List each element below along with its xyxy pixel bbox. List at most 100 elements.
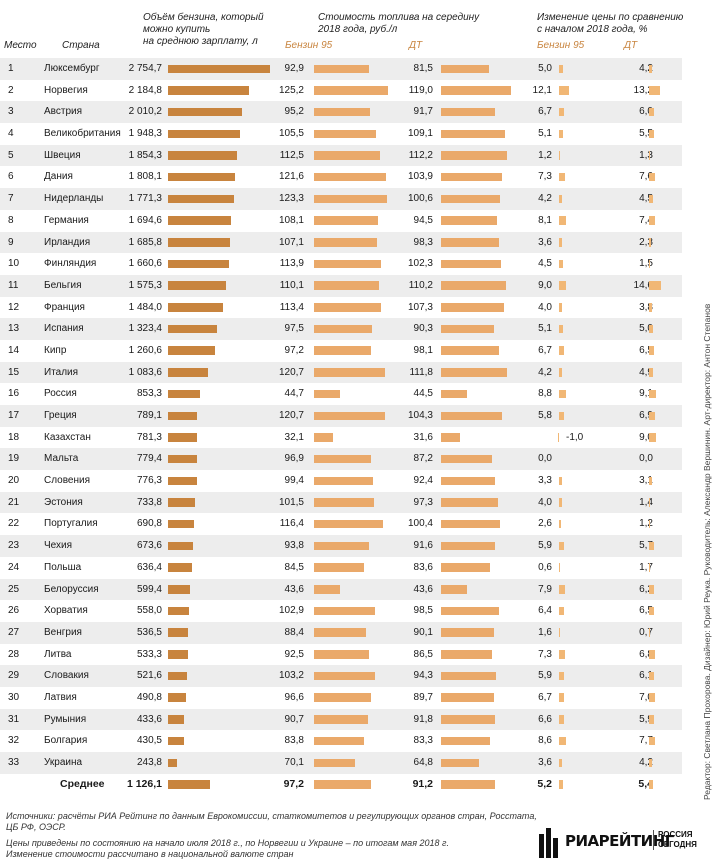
table-row: 29 Словакия 521,6 103,2 94,3 5,9 6,1	[0, 665, 682, 687]
diesel-price-value: 91,8	[413, 713, 433, 725]
petrol-price-bar	[314, 758, 356, 767]
country-cell: Швеция	[44, 149, 81, 161]
petrol-price-bar	[314, 86, 388, 95]
table-row: 18 Казахстан 781,3 32,1 31,6 -1,0 9,0	[0, 427, 682, 449]
volume-value: 1 260,6	[128, 344, 162, 356]
diesel-change-value: 6,5	[639, 605, 653, 617]
rank-cell: 4	[8, 128, 14, 140]
diesel-price-value: 83,3	[413, 735, 433, 747]
country-cell: Германия	[44, 214, 89, 226]
petrol-change-value: 5,2	[537, 777, 552, 790]
petrol-price-bar	[314, 454, 372, 464]
petrol-change-bar	[559, 389, 567, 399]
petrol-change-value: -1,0	[566, 431, 584, 443]
petrol-change-bar	[559, 324, 564, 334]
diesel-price-bar	[441, 433, 460, 442]
diesel-price-value: 109,1	[407, 128, 433, 140]
petrol-change-bar	[559, 107, 565, 117]
rank-cell: 18	[8, 431, 20, 443]
diesel-price-bar	[441, 151, 507, 160]
petrol-price-value: 110,1	[279, 279, 304, 291]
rank-cell: 27	[8, 626, 20, 638]
diesel-change-bar	[649, 389, 657, 399]
petrol-change-bar	[559, 194, 563, 204]
table-row: 6 Дания 1 808,1 121,6 103,9 7,3 7,6	[0, 166, 682, 188]
fuel-table: 1 Люксембург 2 754,7 92,9 81,5 5,0 4,2 2 Норвеги…	[0, 58, 682, 795]
petrol-price-value: 112,5	[279, 149, 304, 161]
price-header-line: 2018 года, руб./л	[318, 24, 398, 35]
diesel-price-value: 97,3	[413, 496, 433, 508]
diesel-change-value: 9,0	[639, 431, 653, 443]
volume-value: 1 126,1	[126, 777, 162, 790]
volume-header-line: на среднюю зарплату, л	[143, 36, 258, 47]
diesel-change-value: 1,4	[639, 496, 653, 508]
petrol-price-bar	[314, 238, 378, 247]
volume-value: 1 948,3	[128, 128, 162, 140]
country-cell: Казахстан	[44, 431, 91, 443]
volume-value: 1 484,0	[128, 301, 162, 313]
petrol-change-bar	[559, 346, 565, 355]
petrol-change-value: 4,0	[538, 496, 552, 508]
table-row: 16 Россия 853,3 44,7 44,5 8,8 9,1	[0, 383, 682, 405]
diesel-price-value: 91,7	[413, 106, 433, 118]
country-cell: Великобритания	[44, 128, 121, 140]
petrol-change-value: 12,1	[532, 84, 552, 96]
diesel-price-bar	[441, 411, 503, 420]
diesel-price-bar	[441, 780, 495, 789]
petrol-price-bar	[314, 433, 333, 442]
table-row: 9 Ирландия 1 685,8 107,1 98,3 3,6 2,3	[0, 231, 682, 254]
diesel-price-value: 119,0	[408, 84, 433, 96]
diesel-price-bar	[441, 736, 490, 746]
petrol-price-bar	[314, 129, 377, 139]
volume-value: 673,6	[136, 540, 162, 552]
diesel-price-bar	[441, 86, 511, 95]
diesel-change-bar	[649, 129, 654, 139]
petrol-price-bar	[314, 259, 382, 269]
diesel-change-value: 6,0	[639, 106, 653, 118]
volume-value: 1 685,8	[128, 236, 162, 248]
diesel-change-bar	[649, 86, 660, 95]
petrol-change-bar	[559, 541, 564, 551]
rank-header: Место	[4, 40, 37, 51]
rank-cell: 19	[8, 453, 20, 465]
petrol-price-bar	[314, 780, 372, 789]
table-row: 15 Италия 1 083,6 120,7 111,8 4,2 4,9	[0, 361, 682, 384]
diesel-change-value: 7,0	[639, 691, 653, 703]
rank-cell: 2	[8, 84, 14, 96]
diesel-price-bar	[441, 693, 494, 702]
diesel-price-value: 100,6	[407, 193, 433, 205]
country-cell: Италия	[44, 366, 79, 378]
petrol-change-value: 3,3	[538, 475, 552, 487]
diesel-change-value: 5,0	[639, 323, 653, 335]
volume-value: 636,4	[136, 561, 162, 573]
petrol-change-bar	[559, 693, 565, 702]
petrol-change-bar	[559, 172, 565, 182]
petrol-price-value: 113,4	[279, 301, 304, 313]
petrol-price-value: 88,4	[284, 626, 304, 638]
table-row: 3 Австрия 2 010,2 95,2 91,7 6,7 6,0	[0, 101, 682, 124]
diesel-price-value: 89,7	[413, 691, 433, 703]
petrol-change-bar	[559, 151, 560, 160]
volume-value: 1 083,6	[128, 366, 162, 378]
diesel-price-value: 98,5	[413, 605, 433, 617]
diesel-price-value: 43,6	[413, 583, 433, 595]
rank-cell: 16	[8, 388, 20, 400]
rank-cell: 29	[8, 670, 20, 682]
ria-logo-icon	[539, 828, 558, 858]
petrol-change-bar	[559, 86, 569, 95]
country-cell: Литва	[44, 648, 72, 660]
change-header: Изменение цены по сравнению с началом 20…	[537, 12, 683, 36]
petrol-price-bar	[314, 303, 382, 312]
table-row: 11 Бельгия 1 575,3 110,1 110,2 9,0 14,6	[0, 274, 682, 297]
country-cell: Норвегия	[44, 84, 88, 96]
diesel-price-bar	[441, 541, 495, 551]
volume-bar	[168, 671, 188, 681]
petrol-change-value: 4,0	[538, 301, 552, 313]
rank-cell: 22	[8, 518, 20, 530]
petrol-price-bar	[314, 563, 364, 572]
diesel-price-bar	[441, 606, 499, 616]
diesel-change-value: 6,2	[639, 583, 653, 595]
volume-bar	[168, 324, 217, 334]
diesel-price-bar	[441, 628, 494, 637]
diesel-price-value: 103,9	[407, 171, 433, 183]
